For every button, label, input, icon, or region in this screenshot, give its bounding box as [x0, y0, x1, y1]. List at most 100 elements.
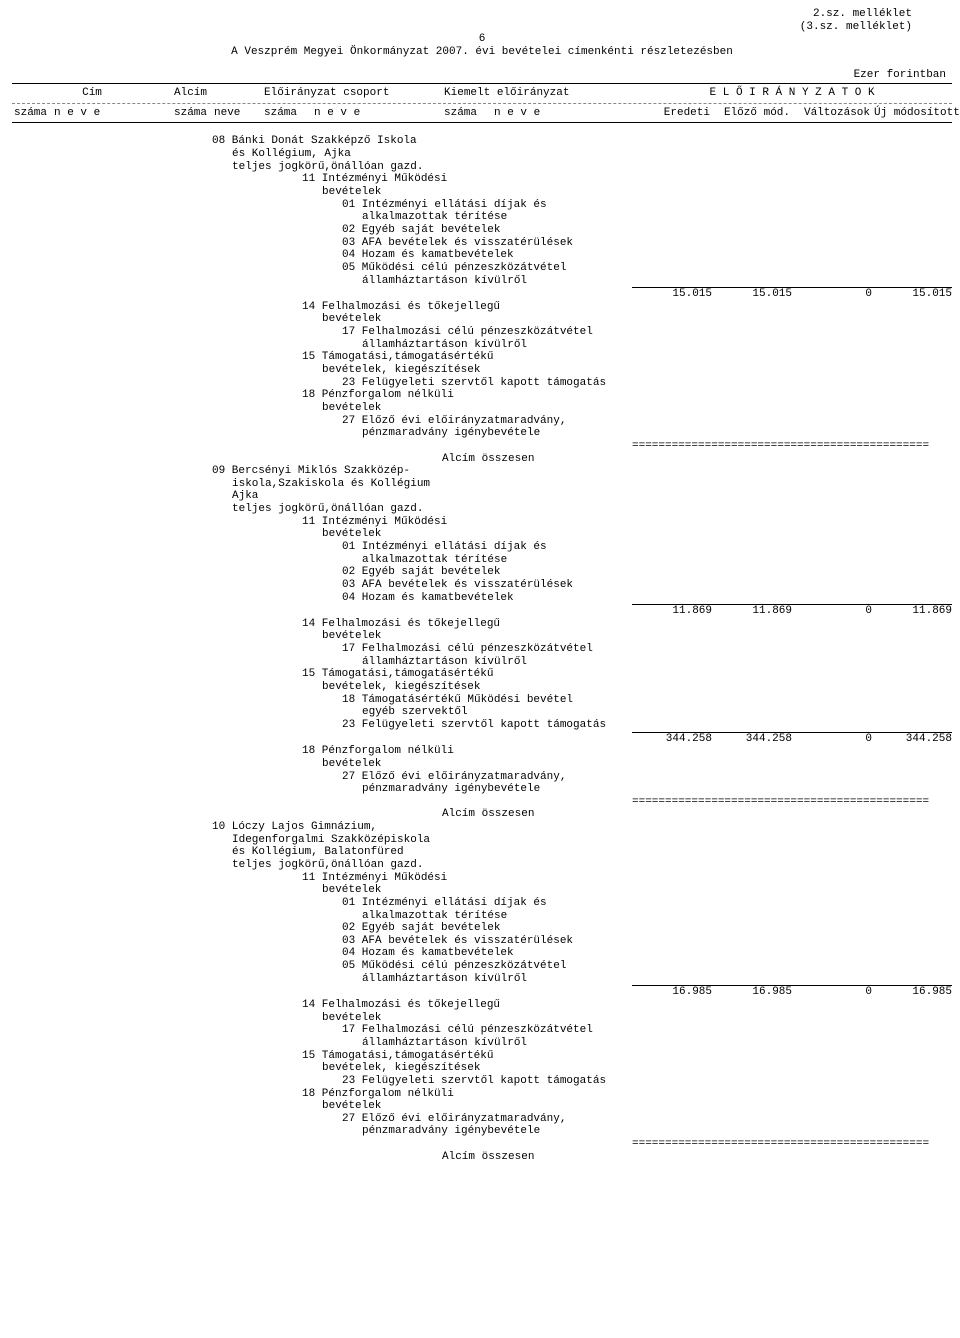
report-row: 03 ÁFA bevételek és visszatérülések2.551…: [12, 935, 952, 948]
hdr-szama2: száma: [172, 106, 212, 121]
row-label: 09 Bercsényi Miklós Szakközép-: [12, 465, 832, 478]
row-label: 11 Intézményi Működési: [12, 872, 922, 885]
row-label: 01 Intézményi ellátási díjak és: [12, 199, 960, 212]
report-row: teljes jogkörű,önállóan gazd.: [12, 161, 952, 174]
row-label: bevételek: [12, 186, 942, 199]
row-label: [12, 605, 632, 618]
row-label: egyéb szervektől: [12, 706, 960, 719]
row-label: 05 Működési célú pénzeszközátvétel: [12, 262, 960, 275]
report-row: 27 Előző évi előirányzatmaradvány,9.8899…: [12, 1113, 952, 1126]
report-row: 11.86911.869011.869: [12, 605, 952, 618]
report-row: 01 Intézményi ellátási díjak és6.3436.34…: [12, 897, 952, 910]
report-row: pénzmaradvány igénybevétele: [12, 783, 952, 796]
report-row: bevételek: [12, 402, 952, 415]
divider: [12, 83, 952, 84]
hdr-szama3: száma: [262, 106, 312, 121]
hdr-alcim: Alcím: [172, 86, 262, 101]
row-label: és Kollégium, Ajka: [12, 148, 852, 161]
report-row: Alcím összesen214.668214.6689.889224.557: [12, 1151, 952, 1164]
report-row: bevételek: [12, 884, 952, 897]
row-label: bevételek: [12, 313, 942, 326]
report-row: bevételek: [12, 313, 952, 326]
row-label: 04 Hozam és kamatbevételek: [12, 592, 960, 605]
row-label: Alcím összesen: [12, 453, 960, 466]
report-row: 17 Felhalmozási célú pénzeszközátvétel9.…: [12, 643, 952, 656]
row-label: államháztartáson kívülről: [12, 339, 960, 352]
page-title: A Veszprém Megyei Önkormányzat 2007. évi…: [12, 46, 952, 59]
report-row: 344.258344.2580344.258: [12, 733, 952, 746]
report-row: 23 Felügyeleti szervtől kapott támogatás…: [12, 377, 952, 390]
row-label: 11 Intézményi Működési: [12, 516, 922, 529]
row-value: 0: [792, 288, 872, 301]
report-row: államháztartáson kívülről: [12, 656, 952, 669]
hdr-uj: Új módosított: [872, 106, 952, 121]
hdr-eloir: E L Ő I R Á N Y Z A T O K: [632, 86, 952, 101]
row-value: 0: [792, 986, 872, 999]
row-value: 15.015: [872, 288, 952, 301]
total-double-line: ========================================…: [12, 1138, 952, 1151]
report-row: 04 Hozam és kamatbevételek240240240: [12, 947, 952, 960]
row-label: 17 Felhalmozási célú pénzeszközátvétel: [12, 326, 960, 339]
row-label: bevételek: [12, 528, 942, 541]
report-row: 02 Egyéb saját bevételek6.8516.8516.851: [12, 922, 952, 935]
report-row: 18 Pénzforgalom nélküli: [12, 745, 952, 758]
header-table-2: száma n e v e száma neve száma n e v e s…: [12, 106, 952, 121]
report-row: 23 Felügyeleti szervtől kapott támogatás…: [12, 719, 952, 732]
report-row: 16.98516.985016.985: [12, 986, 952, 999]
hdr-elozo: Előző mód.: [712, 106, 792, 121]
row-label: 18 Pénzforgalom nélküli: [12, 745, 922, 758]
row-label: 03 ÁFA bevételek és visszatérülések: [12, 935, 960, 948]
row-label: 02 Egyéb saját bevételek: [12, 566, 960, 579]
report-row: pénzmaradvány igénybevétele: [12, 1125, 952, 1138]
row-label: bevételek: [12, 758, 942, 771]
row-label: 27 Előző évi előirányzatmaradvány,: [12, 771, 960, 784]
report-row: 18 Pénzforgalom nélküli: [12, 1088, 952, 1101]
report-row: Alcím összesen365.127365.12726.296391.42…: [12, 808, 952, 821]
row-label: bevételek: [12, 1100, 942, 1113]
report-row: 17 Felhalmozási célú pénzeszközátvétel11…: [12, 326, 952, 339]
row-label: 14 Felhalmozási és tőkejellegű: [12, 618, 922, 631]
row-label: bevételek, kiegészítések: [12, 681, 942, 694]
row-label: 02 Egyéb saját bevételek: [12, 224, 960, 237]
report-row: Alcím összesen327.606327.60619.280346.88…: [12, 453, 952, 466]
report-row: 05 Működési célú pénzeszközátvétel1.0001…: [12, 960, 952, 973]
row-label: teljes jogkörű,önállóan gazd.: [12, 161, 852, 174]
row-label: bevételek, kiegészítések: [12, 364, 942, 377]
unit-label: Ezer forintban: [12, 69, 952, 82]
report-body: 08 Bánki Donát Szakképző Iskolaés Kollég…: [12, 135, 952, 1163]
report-row: iskola,Szakiskola és Kollégium: [12, 478, 952, 491]
row-label: 01 Intézményi ellátási díjak és: [12, 541, 960, 554]
row-label: Idegenforgalmi Szakközépiskola: [12, 834, 852, 847]
total-double-line: ========================================…: [12, 440, 952, 453]
report-row: bevételek: [12, 630, 952, 643]
row-label: 10 Lóczy Lajos Gimnázium,: [12, 821, 832, 834]
report-row: 10 Lóczy Lajos Gimnázium,: [12, 821, 952, 834]
report-row: 14 Felhalmozási és tőkejellegű: [12, 301, 952, 314]
hdr-szama1: száma: [12, 106, 52, 121]
page-number: 6: [12, 33, 952, 46]
row-value: 0: [792, 733, 872, 746]
report-row: 27 Előző évi előirányzatmaradvány,26.296…: [12, 771, 952, 784]
report-row: bevételek, kiegészítések: [12, 364, 952, 377]
row-label: 15 Támogatási,támogatásértékű: [12, 668, 922, 681]
row-label: 02 Egyéb saját bevételek: [12, 922, 960, 935]
header-row-1: Cím Alcím Előirányzat csoport Kiemelt el…: [12, 86, 952, 101]
row-label: Ajka: [12, 490, 852, 503]
hdr-neve2: neve: [212, 106, 262, 121]
row-label: 17 Felhalmozási célú pénzeszközátvétel: [12, 643, 960, 656]
row-label: bevételek, kiegészítések: [12, 1062, 942, 1075]
report-row: bevételek: [12, 758, 952, 771]
attachment-note-2: (3.sz. melléklet): [12, 21, 952, 34]
report-row: államháztartáson kívülről: [12, 339, 952, 352]
report-row: 04 Hozam és kamatbevételek500500500: [12, 592, 952, 605]
report-row: 11 Intézményi Működési: [12, 872, 952, 885]
report-row: bevételek: [12, 1012, 952, 1025]
report-row: 05 Működési célú pénzeszközátvétel3.1003…: [12, 262, 952, 275]
report-row: és Kollégium, Ajka: [12, 148, 952, 161]
row-label: alkalmazottak térítése: [12, 554, 960, 567]
row-label: 03 ÁFA bevételek és visszatérülések: [12, 579, 960, 592]
row-label: [12, 288, 632, 301]
report-row: alkalmazottak térítése: [12, 211, 952, 224]
report-row: Idegenforgalmi Szakközépiskola: [12, 834, 952, 847]
report-row: 02 Egyéb saját bevételek5.0005.0005.000: [12, 566, 952, 579]
